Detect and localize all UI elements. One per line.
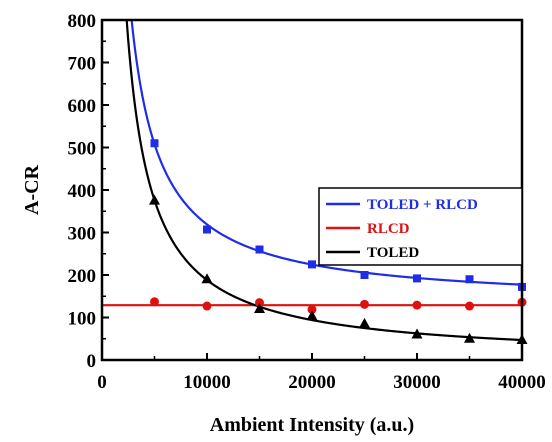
data-point-circle (202, 301, 212, 311)
x-tick-label: 0 (97, 372, 107, 393)
legend-label: TOLED + RLCD (367, 197, 478, 213)
x-tick-label: 30000 (393, 372, 441, 393)
y-tick-label: 0 (87, 351, 97, 372)
axis-ticks (101, 19, 523, 361)
data-point-circle (255, 298, 264, 308)
y-axis-title: A-CR (21, 164, 43, 215)
legend-label: TOLED (367, 245, 419, 261)
fit-curve (130, 20, 522, 286)
fit-curve (125, 20, 522, 342)
y-tick-label: 300 (68, 224, 97, 245)
data-point-triangle (359, 317, 370, 328)
y-tick-label: 500 (68, 139, 97, 160)
data-point-triangle (149, 194, 160, 205)
legend: TOLED + RLCD RLCD TOLED (318, 187, 523, 266)
legend-label: RLCD (367, 221, 410, 237)
y-tick-label: 100 (68, 309, 97, 330)
y-tick-label: 200 (68, 266, 97, 287)
data-point-triangle (411, 328, 423, 339)
fit-curves (102, 20, 522, 342)
data-point-square (308, 260, 316, 269)
x-tick-label: 20000 (288, 372, 336, 393)
y-tick-label: 700 (68, 54, 97, 75)
y-tick-label: 400 (68, 181, 97, 202)
data-point-triangle (201, 273, 213, 284)
data-point-circle (360, 299, 369, 309)
data-point-square (360, 271, 369, 279)
x-axis-title: Ambient Intensity (a.u.) (210, 414, 414, 436)
data-point-circle (307, 304, 317, 314)
y-tick-labels: 0 100 200 300 400 500 600 700 800 (68, 11, 97, 372)
data-point-circle (412, 300, 422, 310)
data-point-square (203, 225, 211, 234)
data-point-circle (465, 301, 474, 311)
data-point-circle (150, 297, 159, 307)
data-point-square (465, 275, 474, 284)
y-tick-label: 600 (68, 96, 97, 117)
y-tick-label: 800 (68, 11, 97, 32)
data-point-square (150, 139, 159, 148)
data-point-triangle (254, 303, 265, 313)
data-point-triangle (464, 332, 475, 343)
x-tick-labels: 0 10000 20000 30000 40000 (97, 372, 546, 393)
x-tick-label: 40000 (498, 372, 546, 393)
data-point-square (413, 274, 421, 283)
x-tick-label: 10000 (183, 372, 231, 393)
data-point-triangle (306, 310, 318, 321)
data-point-square (255, 245, 264, 254)
